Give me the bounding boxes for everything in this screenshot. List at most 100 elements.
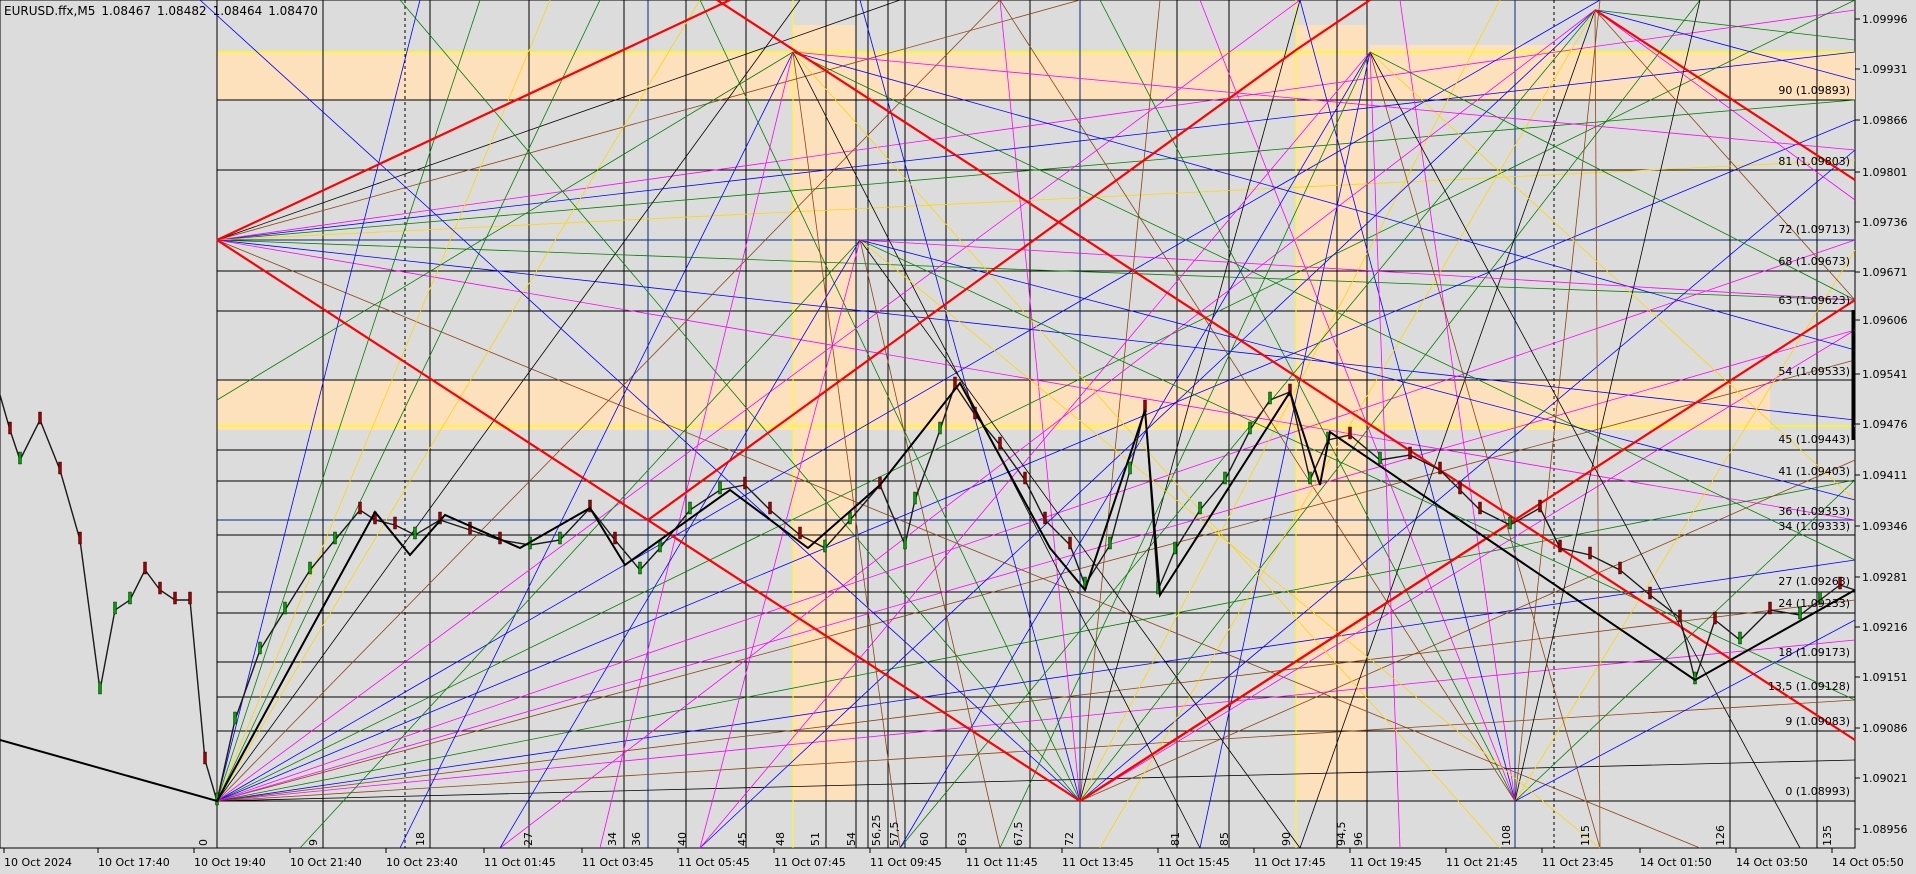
time-label: 14 Oct 03:50 [1736,856,1808,869]
candle [203,751,207,765]
candle [938,421,942,435]
time-count-label: 40 [676,832,689,846]
candle [1308,471,1312,485]
candle [1288,383,1292,397]
time-count-label: 63 [956,832,969,846]
candle [58,461,62,475]
fan-line [399,51,794,849]
gann-level-label: 24 (1.09233) [1778,597,1850,610]
candle [1713,611,1717,625]
fan-line [216,0,1301,802]
fan-line [216,759,1856,802]
fan-line [1299,0,1516,802]
fan-line [216,239,1856,301]
time-count-label: 108 [1500,825,1513,846]
candle [1798,606,1802,620]
fan-line [1369,51,1801,849]
fan-line [999,0,1516,802]
fan-line [999,0,1081,802]
candle [1378,451,1382,465]
fan-line [216,0,551,802]
candle [638,561,642,575]
time-label: 11 Oct 21:45 [1446,856,1518,869]
gann-level-label: 72 (1.09713) [1778,223,1850,236]
time-count-label: 56,25 [870,815,883,847]
candle [588,499,592,513]
fan-line [399,0,1081,802]
fan-line [1079,0,1301,802]
fan-line [1079,459,1856,802]
fan-line [216,0,1856,802]
time-count-label: 126 [1714,825,1727,846]
candle [1108,536,1112,550]
fan-line [792,51,1856,351]
fan-line [1514,0,1601,802]
candle [393,516,397,530]
candle [558,531,562,545]
fan-line [216,239,1856,521]
candle [613,531,617,545]
fan-line [216,239,1856,421]
candle [173,591,177,605]
fan-line [499,239,861,849]
fan-line [216,0,601,802]
time-label: 10 Oct 21:40 [290,856,362,869]
candle [413,526,417,540]
time-count-label: 48 [774,832,787,846]
candle [1458,481,1462,495]
candle [848,511,852,525]
time-price-zone [1296,25,1367,800]
candle [1268,391,1272,405]
fan-line [216,0,1001,802]
fan-line [216,0,421,802]
open-price: 1.08467 [101,4,151,18]
time-count-label: 96 [1352,832,1365,846]
candle [1618,561,1622,575]
candle [1348,426,1352,440]
time-count-label: 0 [197,839,210,846]
time-label: 10 Oct 2024 [4,856,72,869]
candle [768,501,772,515]
price-label: 1.09086 [1862,722,1908,735]
fan-line [216,329,1856,802]
fan-line [1079,149,1856,802]
time-count-label: 57,5 [888,822,901,847]
price-label: 1.09346 [1862,520,1908,533]
candle [1768,601,1772,615]
candle [1438,461,1442,475]
price-label: 1.09996 [1862,13,1908,26]
time-label: 10 Oct 17:40 [98,856,170,869]
candle [233,711,237,725]
price-label: 1.09476 [1862,418,1908,431]
red-diagonal [716,0,1856,741]
fan-line [792,51,1501,849]
candle [98,681,102,695]
price-label: 1.09931 [1862,63,1908,76]
fan-line [1594,9,1601,849]
time-label: 14 Oct 01:50 [1640,856,1712,869]
time-label: 11 Oct 23:45 [1542,856,1614,869]
time-count-label: 60 [918,832,931,846]
time-label: 10 Oct 23:40 [386,856,458,869]
fan-line [1299,9,1596,849]
candle [998,436,1002,450]
fan-line [216,699,1856,802]
fan-line [1079,0,1501,802]
close-price: 1.08470 [268,4,318,18]
red-diagonal [1079,519,1516,802]
candle [8,421,12,435]
gann-level-label: 18 (1.09173) [1778,646,1850,659]
time-count-label: 54 [845,832,858,846]
candle [18,451,22,465]
candle [1678,609,1682,623]
time-label: 11 Oct 07:45 [774,856,846,869]
fan-line [1514,619,1856,802]
time-count-label: 135 [1821,825,1834,846]
fan-line [859,239,1856,701]
time-count-label: 36 [630,832,643,846]
time-price-zone [217,380,1770,430]
candle [333,531,337,545]
fan-line [859,239,1856,301]
